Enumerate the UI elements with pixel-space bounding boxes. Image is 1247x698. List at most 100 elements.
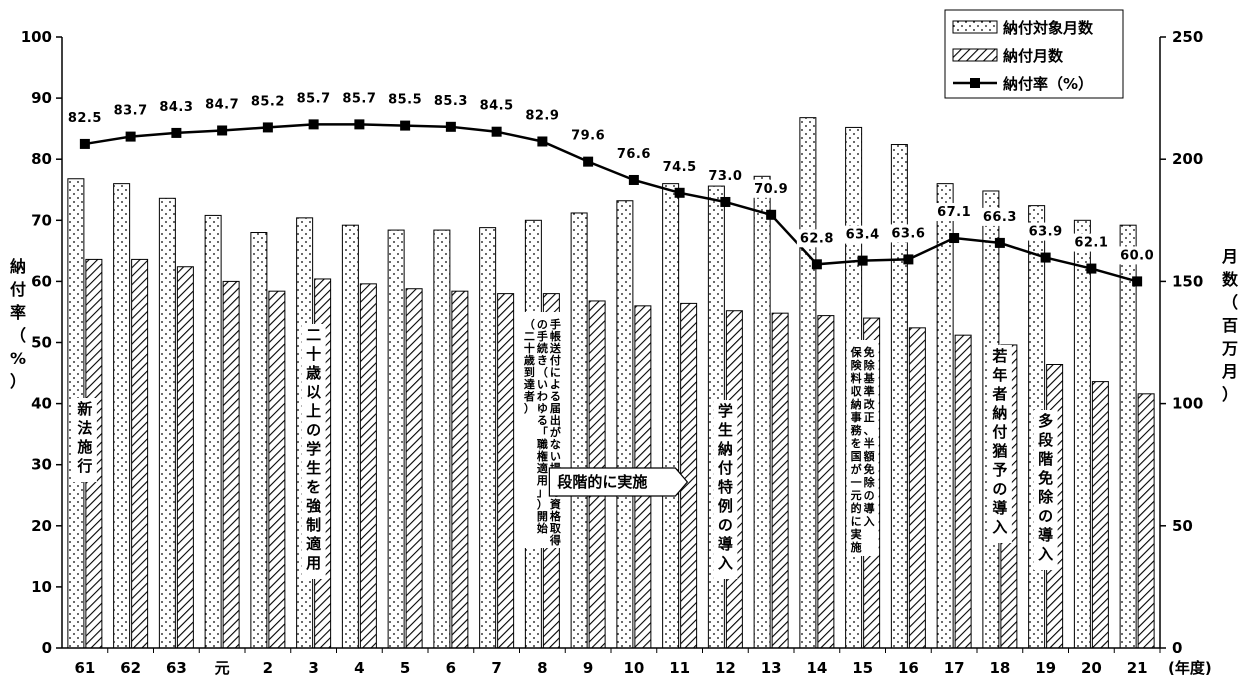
annotation-text-5: 除 <box>864 358 876 372</box>
annotation-text-2: 歳 <box>524 353 535 367</box>
annotation-text-1: 制 <box>306 516 321 534</box>
annotation-text-5: 正 <box>864 411 875 424</box>
bar-target-2 <box>250 232 268 649</box>
annotation-text-4: 納 <box>718 440 733 458</box>
x-tick-label-15: 15 <box>852 659 873 677</box>
annotation-text-2: ） <box>524 402 535 415</box>
annotation-text-2: 「 <box>537 425 548 439</box>
annotation-text-2: 得 <box>549 533 561 547</box>
x-tick-label-11: 11 <box>669 659 690 677</box>
bar-paid-21 <box>1137 393 1155 649</box>
annotation-text-2: 続 <box>537 341 548 355</box>
annotation-text-0: 法 <box>77 419 92 437</box>
annotation-text-2: の <box>537 318 548 331</box>
x-tick-label-6: 6 <box>446 659 456 677</box>
x-tick-label-13: 13 <box>761 659 782 677</box>
rate-point-62 <box>125 131 136 142</box>
annotation-text-2: い <box>550 450 561 463</box>
rate-label-bg <box>202 95 243 114</box>
rate-label-20: 62.1 <box>1074 236 1108 251</box>
rate-point-18 <box>994 237 1005 248</box>
annotation-text-2: ゆ <box>537 402 548 415</box>
annotation-text-2: き <box>537 354 548 367</box>
annotation-text-1: 二 <box>306 326 321 344</box>
annotation-text-2: 格 <box>550 509 562 523</box>
annotation-text-5: を <box>851 437 862 450</box>
rate-point-16 <box>903 254 914 265</box>
annotation-text-2: 出 <box>550 413 561 427</box>
annotation-text-5: 除 <box>864 475 876 489</box>
bar-paid-63 <box>176 266 194 649</box>
rate-label-bg <box>247 92 288 111</box>
rate-label-63: 84.3 <box>159 100 193 115</box>
left-tick-label: 60 <box>31 272 52 290</box>
bar-paid-元 <box>222 280 240 649</box>
rate-point-8 <box>537 136 548 147</box>
rate-label-19: 63.9 <box>1029 225 1063 240</box>
annotation-text-4: 学 <box>718 402 733 420</box>
annotation-text-2: 帳 <box>550 329 561 343</box>
rate-label-bg <box>156 97 197 116</box>
annotation-text-6: 予 <box>992 461 1007 479</box>
rate-label-2: 85.2 <box>251 94 285 109</box>
annotation-text-0: 行 <box>76 457 92 475</box>
bar-target-5 <box>387 229 405 649</box>
rate-point-12 <box>720 196 731 207</box>
annotation-text-1: 以 <box>306 383 321 401</box>
annotation-text-5: 準 <box>864 384 875 398</box>
annotation-text-5: 保 <box>850 345 863 359</box>
rate-label-bg <box>1071 233 1112 252</box>
annotation-text-2: 達 <box>524 377 535 391</box>
left-tick-label: 40 <box>31 395 52 413</box>
axis-title-char: 付 <box>10 280 26 299</box>
annotation-text-2: な <box>550 438 561 451</box>
axis-title-char: 月 <box>1221 247 1238 266</box>
axis-title-char: 率 <box>10 303 26 322</box>
rate-label-bg <box>796 229 837 248</box>
legend-swatch-target <box>952 20 998 34</box>
x-tick-label-10: 10 <box>623 659 644 677</box>
bar-paid-62 <box>131 258 149 649</box>
annotation-text-5: 事 <box>851 410 862 424</box>
rate-point-21 <box>1132 276 1143 287</box>
annotation-text-1: を <box>306 478 321 496</box>
annotation-text-1: 適 <box>306 535 321 553</box>
annotation-text-5: 元 <box>851 489 862 502</box>
x-tick-label-4: 4 <box>354 659 364 677</box>
rate-point-6 <box>445 121 456 132</box>
rate-label-bg <box>1117 246 1158 265</box>
annotation-text-2: が <box>550 425 561 439</box>
left-tick-label: 70 <box>31 211 52 229</box>
annotation-text-4: 付 <box>718 459 733 477</box>
rate-point-9 <box>583 156 594 167</box>
annotation-text-5: 一 <box>851 476 862 489</box>
x-tick-label-16: 16 <box>898 659 919 677</box>
annotation-text-2: 手 <box>550 317 561 331</box>
annotation-box <box>846 340 879 556</box>
annotation-text-5: 半 <box>864 436 875 450</box>
annotation-text-2: 者 <box>523 389 535 403</box>
rate-label-bg <box>64 108 105 127</box>
annotation-arrow <box>548 467 689 497</box>
rate-label-bg <box>659 157 700 176</box>
rate-label-bg <box>979 207 1020 226</box>
left-axis-title: 納付率 （% ） <box>10 257 26 391</box>
left-tick-label: 50 <box>31 334 52 352</box>
annotation-text-4: 導 <box>718 535 733 553</box>
annotation-text-0: 施 <box>77 438 92 456</box>
axis-title-char: 納 <box>10 257 26 276</box>
annotation-text-6: 猶 <box>992 442 1007 460</box>
axis-title-char: % <box>10 349 26 368</box>
rate-point-17 <box>949 233 960 244</box>
annotation-text-2: ） <box>537 498 548 511</box>
rate-label-bg <box>110 101 151 120</box>
annotation-text-5: 的 <box>851 501 862 515</box>
x-tick-label-63: 63 <box>166 659 187 677</box>
axis-title-char: ） <box>1222 385 1238 404</box>
annotation-text-5: 険 <box>851 358 863 372</box>
rate-label-8: 82.9 <box>525 108 559 123</box>
annotation-text-2: に <box>550 366 561 379</box>
annotation-text-5: 免 <box>864 462 875 476</box>
x-tick-label-8: 8 <box>537 659 547 677</box>
annotation-box <box>72 398 97 482</box>
